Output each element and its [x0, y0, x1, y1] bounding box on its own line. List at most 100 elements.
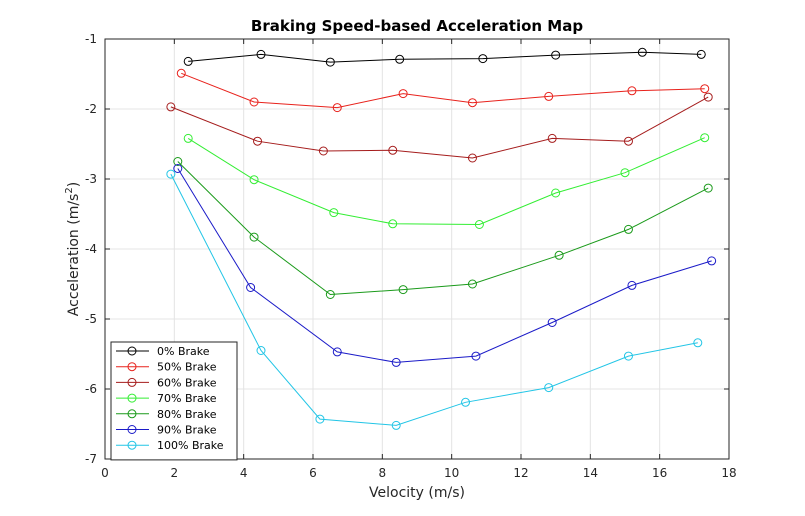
y-axis-label-main: Acceleration (m/s [66, 194, 82, 317]
data-point [173, 164, 183, 173]
data-point [166, 169, 176, 179]
series-line [188, 51, 702, 63]
data-point [547, 318, 557, 327]
data-point [544, 383, 554, 393]
legend-box [110, 341, 238, 461]
data-point [173, 157, 183, 166]
legend-label: 60% Brake [157, 376, 217, 389]
series [173, 157, 713, 299]
axis-ticks: 0 2 4 6 8 10 12 14 16 18 -1 -2 -3 -4 -5 -6 -7 [85, 32, 737, 480]
x-tick-label: 6 [309, 466, 317, 480]
data-point [183, 133, 193, 143]
y-tick-label: -3 [85, 172, 97, 186]
x-tick-label: 0 [101, 466, 109, 480]
data-point [703, 92, 713, 102]
data-point [467, 98, 477, 108]
data-point [388, 145, 398, 155]
legend-label: 70% Brake [157, 392, 217, 405]
series-layer [166, 47, 717, 430]
legend-item: 0% Brake [116, 345, 210, 358]
legend-marker [127, 346, 137, 356]
data-point [703, 183, 713, 193]
data-point [398, 285, 408, 295]
chart-title: Braking Speed-based Acceleration Map [251, 17, 583, 35]
data-point [315, 414, 325, 424]
legend-item: 60% Brake [116, 376, 217, 389]
data-point [395, 54, 405, 64]
y-axis-label: Acceleration (m/s2) [64, 182, 82, 316]
data-point [391, 420, 401, 430]
legend-marker [127, 362, 137, 372]
data-point [544, 91, 554, 101]
data-point [693, 338, 703, 348]
data-point [700, 84, 710, 94]
data-point [551, 50, 561, 60]
data-point [478, 54, 488, 64]
legend-label: 100% Brake [157, 439, 224, 452]
legend-marker [127, 409, 137, 419]
data-point [474, 220, 484, 229]
data-point [547, 133, 557, 143]
series-line [187, 137, 705, 226]
x-tick-label: 10 [444, 466, 459, 480]
legend-item: 50% Brake [116, 361, 217, 374]
data-point [627, 86, 637, 96]
data-point [696, 49, 706, 59]
series [166, 169, 703, 430]
x-tick-label: 8 [379, 466, 387, 480]
x-tick-label: 4 [240, 466, 248, 480]
y-axis-label-close: ) [66, 182, 82, 187]
legend-marker [127, 440, 137, 450]
data-point [249, 97, 259, 107]
data-point [246, 283, 256, 292]
y-tick-label: -1 [85, 32, 97, 46]
data-point [256, 346, 266, 355]
x-axis-label: Velocity (m/s) [369, 485, 465, 501]
data-point [176, 68, 186, 78]
y-tick-label: -5 [85, 312, 97, 326]
legend: 0% Brake 50% Brake 60% Brake 70% Brake 80% B… [110, 341, 238, 461]
series-line [177, 168, 712, 363]
x-tick-label: 14 [583, 466, 598, 480]
x-tick-label: 18 [721, 466, 736, 480]
data-point [256, 49, 266, 59]
data-point [554, 250, 564, 260]
data-point [249, 232, 259, 242]
legend-item: 70% Brake [116, 392, 217, 405]
data-point [623, 136, 633, 146]
data-point [620, 168, 630, 178]
data-point [467, 153, 477, 163]
x-tick-label: 12 [513, 466, 528, 480]
data-point [332, 103, 342, 113]
legend-marker [127, 425, 137, 434]
data-point [329, 208, 339, 218]
legend-marker [127, 393, 137, 403]
legend-label: 50% Brake [157, 361, 217, 374]
data-point [391, 357, 401, 367]
data-point [325, 57, 335, 67]
data-point [398, 89, 408, 99]
legend-label: 0% Brake [157, 345, 210, 358]
series [176, 68, 710, 113]
data-point [388, 219, 398, 229]
data-point [627, 280, 637, 290]
data-point [253, 136, 263, 146]
series [183, 47, 706, 67]
y-tick-label: -4 [85, 242, 97, 256]
series [173, 164, 717, 367]
data-point [623, 351, 633, 361]
data-point [332, 347, 342, 357]
data-point [623, 224, 633, 234]
data-point [461, 397, 471, 407]
series-line [170, 173, 698, 426]
series [183, 133, 710, 229]
legend-item: 80% Brake [116, 408, 217, 421]
data-point [637, 47, 647, 57]
x-tick-label: 16 [652, 466, 667, 480]
legend-label: 80% Brake [157, 408, 217, 421]
y-tick-label: -2 [85, 102, 97, 116]
data-point [318, 146, 328, 156]
data-point [707, 256, 717, 266]
legend-label: 90% Brake [157, 424, 217, 437]
data-point [325, 290, 335, 299]
